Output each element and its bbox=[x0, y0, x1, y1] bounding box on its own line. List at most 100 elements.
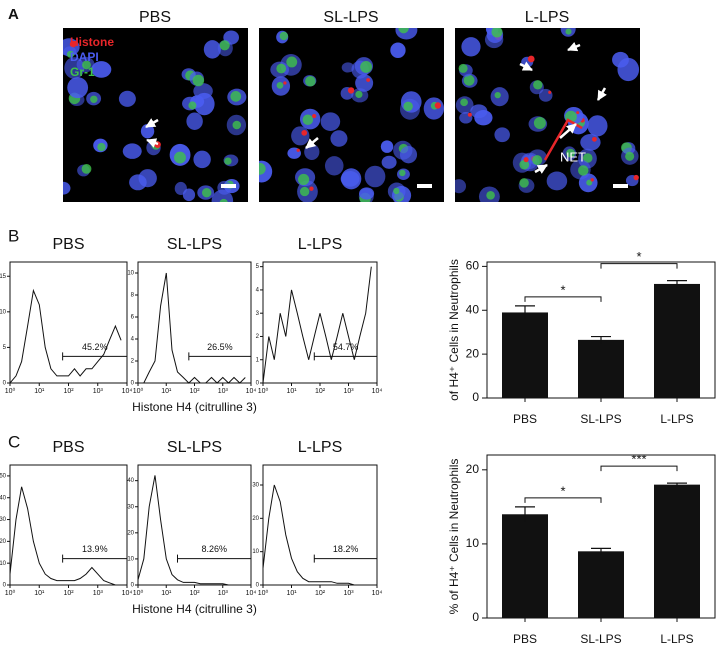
granulocyte bbox=[279, 31, 289, 41]
error-bar bbox=[515, 305, 535, 320]
gate-label: 26.5% bbox=[207, 342, 233, 352]
granulocyte bbox=[532, 155, 543, 166]
granulocyte bbox=[286, 56, 298, 68]
histogram-trace bbox=[137, 475, 246, 586]
plot-frame bbox=[262, 261, 378, 384]
y-tick-label: 0 bbox=[3, 583, 7, 589]
y-tick-label: 10 bbox=[466, 536, 480, 550]
y-tick-label: 0 bbox=[3, 381, 7, 387]
y-tick-label: 20 bbox=[0, 539, 7, 545]
granulocyte bbox=[192, 74, 205, 87]
nucleus bbox=[390, 42, 406, 59]
y-tick-label: 4 bbox=[256, 288, 260, 294]
annotation: NET bbox=[560, 149, 586, 164]
x-axis-label: Histone H4 (citrulline 3) bbox=[132, 400, 257, 414]
y-tick-label: 5 bbox=[3, 345, 7, 351]
nucleus bbox=[91, 61, 112, 78]
nucleus bbox=[580, 134, 601, 151]
granulocyte bbox=[302, 114, 314, 126]
x-tick-label: 10³ bbox=[218, 590, 229, 597]
y-tick-label: 30 bbox=[252, 483, 259, 489]
x-tick-label: 10¹ bbox=[34, 388, 45, 395]
x-tick-label: 10² bbox=[189, 388, 200, 395]
gate-label: 18.2% bbox=[333, 544, 359, 554]
plot-frame bbox=[262, 464, 378, 586]
granulocyte bbox=[174, 151, 186, 164]
granulocyte bbox=[494, 91, 501, 99]
y-tick-label: 10 bbox=[252, 549, 259, 555]
granulocyte bbox=[299, 186, 310, 197]
histone-spot bbox=[347, 87, 355, 94]
nucleus bbox=[340, 170, 360, 187]
histone-spot bbox=[548, 90, 552, 94]
granulocyte bbox=[276, 63, 287, 74]
granulocyte bbox=[582, 153, 593, 163]
granulocyte bbox=[230, 90, 242, 102]
error-bar bbox=[591, 335, 611, 344]
bar bbox=[578, 551, 624, 618]
bar bbox=[502, 312, 548, 398]
granulocyte bbox=[565, 28, 572, 35]
nucleus bbox=[359, 187, 375, 200]
nucleus bbox=[399, 146, 418, 164]
x-tick-label: PBS bbox=[513, 632, 537, 646]
nucleus bbox=[364, 165, 386, 188]
nucleus bbox=[193, 150, 211, 169]
nucleus bbox=[612, 51, 629, 68]
nucleus bbox=[455, 179, 467, 194]
nucleus bbox=[63, 181, 71, 195]
y-tick-label: 20 bbox=[466, 346, 480, 360]
plot-frame bbox=[9, 261, 128, 384]
y-tick-label: 10 bbox=[127, 271, 134, 277]
y-tick-label: 0 bbox=[256, 381, 260, 387]
histogram-trace bbox=[9, 288, 122, 384]
error-bar bbox=[667, 280, 687, 288]
cells bbox=[455, 28, 640, 202]
x-tick-label: 10⁴ bbox=[246, 388, 257, 395]
granulocyte bbox=[463, 74, 475, 86]
bar bbox=[578, 339, 624, 398]
histogram-title: L-LPS bbox=[298, 439, 342, 456]
x-tick-label: 10³ bbox=[343, 388, 354, 395]
scale-bar bbox=[613, 184, 628, 188]
x-tick-label: 10¹ bbox=[286, 388, 297, 395]
significance-bracket bbox=[524, 497, 602, 503]
y-tick-label: 8 bbox=[131, 293, 135, 299]
granulocyte bbox=[399, 169, 406, 177]
y-tick-label: 0 bbox=[131, 381, 135, 387]
histogram-trace bbox=[138, 272, 246, 384]
granulocyte bbox=[519, 159, 530, 170]
y-tick-label: 50 bbox=[0, 473, 7, 479]
y-tick-label: 10 bbox=[0, 309, 7, 315]
granulocyte bbox=[297, 173, 310, 186]
histone-spot bbox=[467, 112, 472, 117]
x-tick-label: SL-LPS bbox=[580, 412, 621, 426]
granulocyte bbox=[224, 157, 232, 165]
histogram-title: PBS bbox=[52, 236, 84, 253]
histone-spot bbox=[301, 130, 308, 136]
arrow bbox=[596, 87, 607, 101]
histone-spot bbox=[590, 178, 594, 182]
granulocyte bbox=[90, 95, 98, 103]
nucleus bbox=[203, 40, 221, 59]
arrow bbox=[146, 138, 159, 148]
x-tick-label: 10⁰ bbox=[258, 387, 269, 395]
nucleus bbox=[380, 140, 394, 153]
nucleus bbox=[194, 92, 215, 116]
nucleus bbox=[546, 171, 568, 191]
x-tick-label: SL-LPS bbox=[580, 632, 621, 646]
granulocyte bbox=[219, 40, 230, 51]
histone-spot bbox=[296, 148, 300, 152]
y-tick-label: 10 bbox=[0, 561, 7, 567]
x-tick-label: 10⁴ bbox=[122, 388, 133, 395]
granulocyte bbox=[202, 188, 212, 198]
plot-frame bbox=[9, 464, 128, 586]
x-tick-label: 10⁴ bbox=[246, 590, 257, 597]
significance-label: *** bbox=[631, 452, 646, 467]
granulocyte bbox=[458, 63, 468, 73]
histone-spot bbox=[366, 78, 371, 82]
histone-spot bbox=[69, 40, 77, 48]
granulocyte bbox=[259, 162, 266, 175]
x-tick-label: 10¹ bbox=[34, 590, 45, 597]
